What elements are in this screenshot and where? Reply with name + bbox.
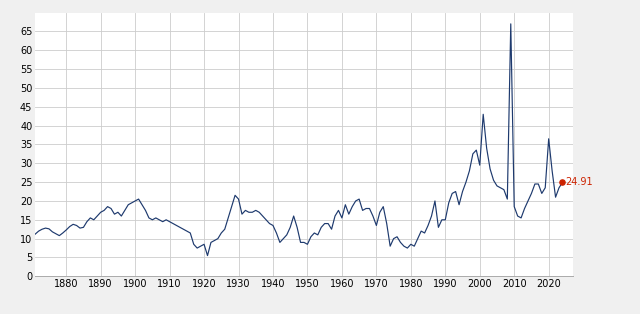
Text: 24.91: 24.91 [565, 177, 593, 187]
Point [557, 180, 568, 185]
